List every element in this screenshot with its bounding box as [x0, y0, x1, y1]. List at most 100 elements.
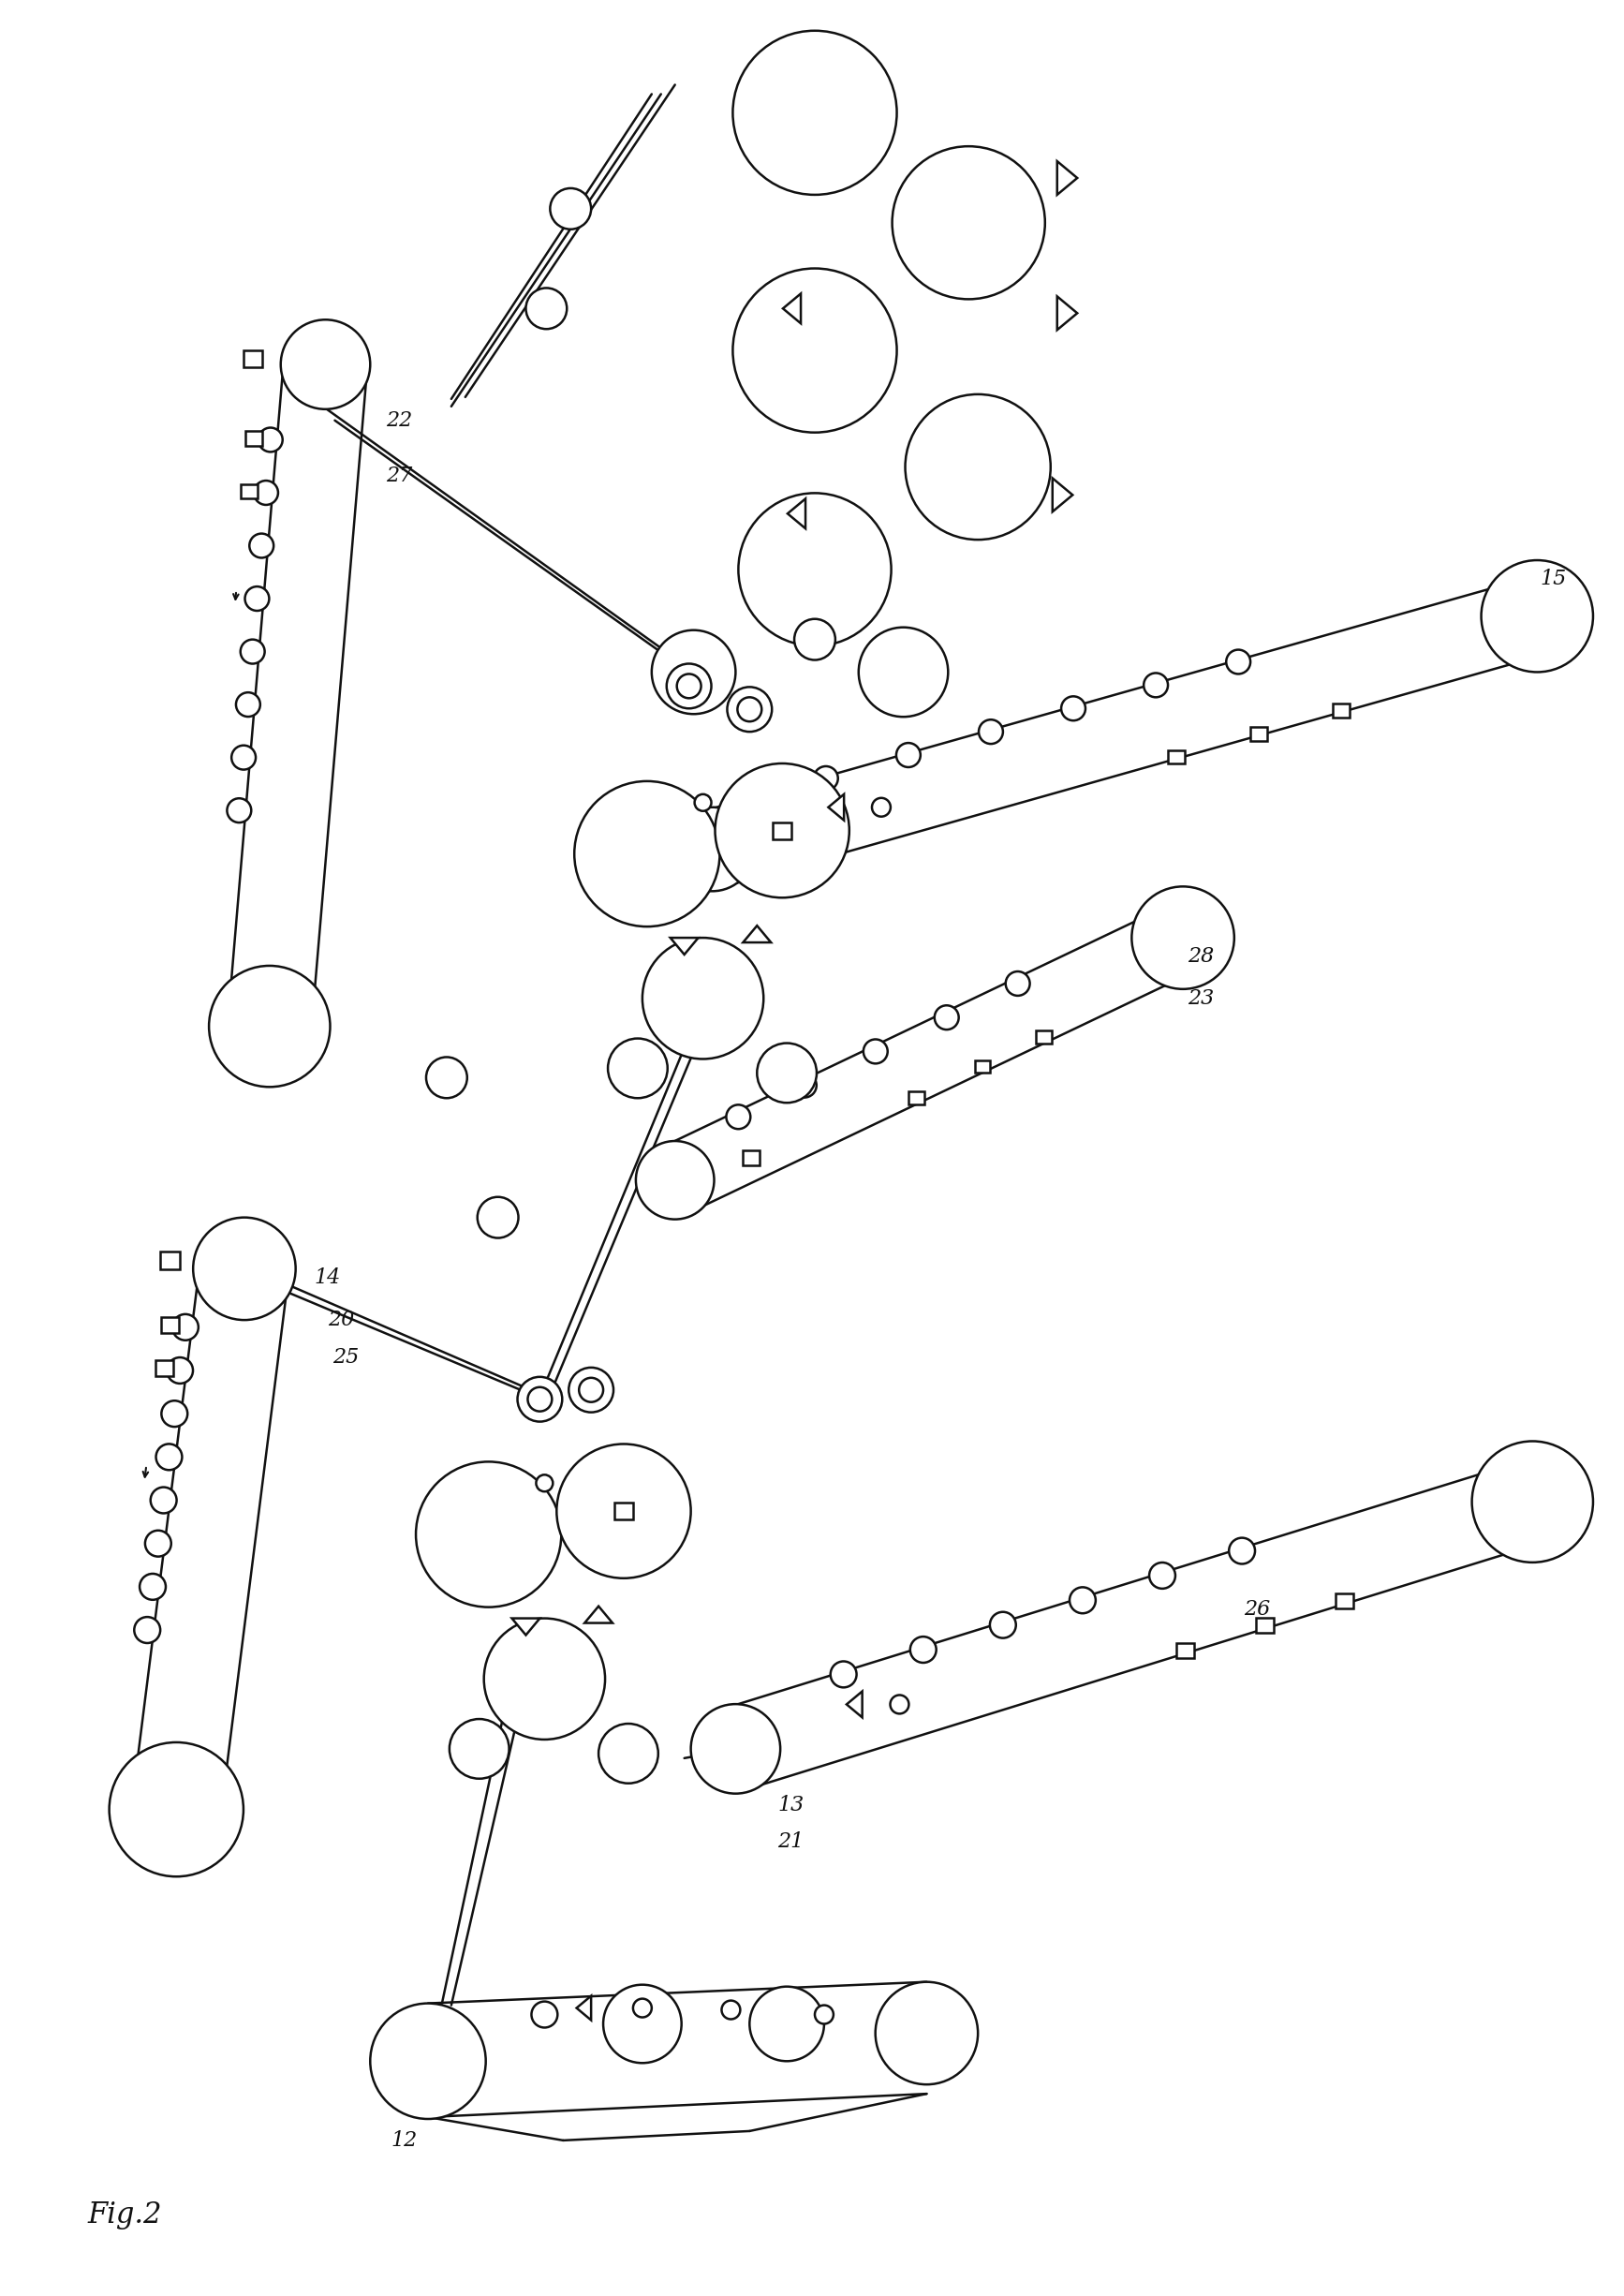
Circle shape [739, 494, 892, 645]
Polygon shape [512, 1619, 539, 1635]
Circle shape [531, 2002, 557, 2027]
Text: Fig.2: Fig.2 [88, 2200, 162, 2229]
Bar [908, 1091, 924, 1104]
Circle shape [890, 1694, 909, 1713]
Circle shape [721, 2000, 741, 2018]
Circle shape [209, 967, 330, 1086]
Bar [614, 1502, 633, 1520]
Circle shape [830, 1662, 856, 1688]
Bar [1036, 1031, 1051, 1045]
Circle shape [695, 794, 711, 810]
Circle shape [677, 675, 702, 698]
Circle shape [227, 799, 252, 822]
Bar [240, 484, 258, 498]
Polygon shape [671, 937, 698, 955]
Circle shape [750, 1986, 823, 2062]
Circle shape [643, 937, 763, 1058]
Circle shape [909, 1637, 937, 1662]
Text: 27: 27 [387, 466, 412, 487]
Circle shape [715, 765, 849, 898]
Circle shape [235, 693, 260, 716]
Circle shape [477, 1196, 518, 1238]
Circle shape [557, 1444, 690, 1577]
Polygon shape [1057, 296, 1077, 331]
Circle shape [1070, 1587, 1096, 1614]
Circle shape [1481, 560, 1593, 673]
Text: 22: 22 [387, 411, 412, 432]
Polygon shape [744, 925, 771, 941]
Text: 14: 14 [315, 1267, 341, 1288]
Bar [244, 351, 263, 367]
Bar [1168, 751, 1184, 765]
Circle shape [757, 1042, 817, 1102]
Circle shape [245, 585, 270, 611]
Circle shape [934, 1006, 958, 1029]
Circle shape [651, 629, 736, 714]
Circle shape [815, 2004, 833, 2023]
Circle shape [666, 664, 711, 709]
Circle shape [979, 719, 1004, 744]
Circle shape [258, 427, 283, 452]
Text: 23: 23 [1187, 987, 1215, 1008]
Circle shape [794, 620, 835, 659]
Circle shape [151, 1488, 177, 1513]
Circle shape [580, 1378, 603, 1403]
Circle shape [193, 1217, 296, 1320]
Bar [1337, 1593, 1354, 1609]
Polygon shape [828, 794, 844, 820]
Circle shape [671, 808, 754, 891]
Circle shape [690, 1704, 780, 1793]
Circle shape [732, 269, 896, 432]
Circle shape [1005, 971, 1030, 996]
Circle shape [896, 744, 921, 767]
Circle shape [250, 533, 273, 558]
Polygon shape [783, 294, 801, 324]
Bar [742, 1150, 760, 1166]
Text: 20: 20 [328, 1309, 354, 1329]
Circle shape [109, 1743, 244, 1876]
Circle shape [737, 698, 762, 721]
Circle shape [1226, 650, 1250, 675]
Circle shape [528, 1387, 552, 1412]
Polygon shape [577, 1995, 591, 2020]
Polygon shape [788, 498, 806, 528]
Text: 12: 12 [391, 2131, 417, 2151]
Circle shape [240, 641, 265, 664]
Bar [161, 1318, 179, 1334]
Circle shape [425, 1056, 468, 1097]
Circle shape [864, 1040, 888, 1063]
Circle shape [633, 2000, 651, 2018]
Circle shape [599, 1724, 658, 1784]
Bar [245, 432, 261, 445]
Circle shape [814, 767, 838, 790]
Circle shape [1060, 696, 1085, 721]
Text: 25: 25 [333, 1348, 359, 1368]
Circle shape [484, 1619, 606, 1740]
Bar [1250, 726, 1267, 742]
Circle shape [859, 627, 948, 716]
Text: 13: 13 [778, 1795, 804, 1816]
Circle shape [536, 1474, 552, 1492]
Circle shape [1132, 886, 1234, 990]
Bar [156, 1362, 174, 1375]
Circle shape [161, 1401, 187, 1426]
Polygon shape [846, 1692, 862, 1717]
Circle shape [167, 1357, 193, 1384]
Circle shape [450, 1720, 508, 1779]
Circle shape [518, 1378, 562, 1421]
Circle shape [135, 1616, 161, 1644]
Circle shape [281, 319, 370, 409]
Circle shape [793, 1072, 817, 1097]
Circle shape [905, 395, 1051, 540]
Circle shape [253, 480, 278, 505]
Bar [974, 1061, 991, 1072]
Circle shape [370, 2004, 486, 2119]
Circle shape [416, 1463, 562, 1607]
Circle shape [156, 1444, 182, 1469]
Bar [161, 1251, 180, 1270]
Circle shape [232, 746, 255, 769]
Text: 26: 26 [1244, 1598, 1270, 1619]
Text: 15: 15 [1540, 569, 1567, 590]
Circle shape [575, 781, 719, 928]
Circle shape [875, 1981, 978, 2085]
